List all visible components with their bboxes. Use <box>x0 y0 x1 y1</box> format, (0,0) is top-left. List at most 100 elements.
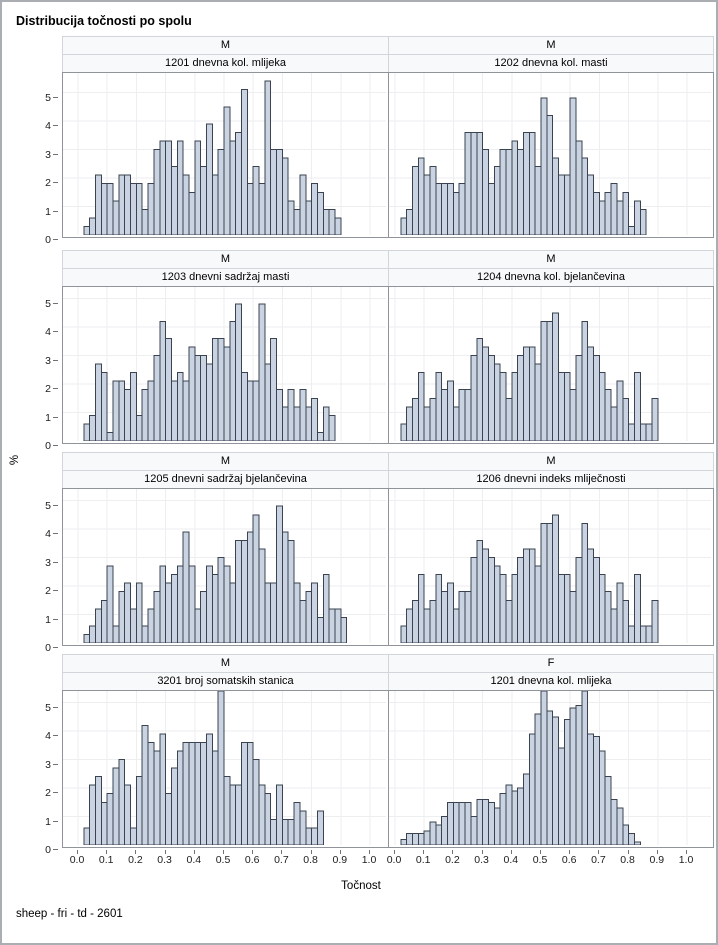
y-axis-ticks: 0 1 2 3 4 5 <box>32 490 58 654</box>
y-tick-mark <box>53 153 58 155</box>
y-tick-label: 5 <box>45 701 51 714</box>
y-tick-label: 5 <box>45 297 51 310</box>
y-tick-label: 1 <box>45 205 51 218</box>
y-tick-label: 2 <box>45 787 51 799</box>
y-tick-mark <box>53 182 58 183</box>
x-tick-label: 0.3 <box>157 854 172 866</box>
group-strip: M <box>62 250 389 269</box>
y-tick-mark <box>53 302 58 304</box>
x-tick-label: 0.8 <box>620 854 635 866</box>
y-tick-label: 2 <box>45 383 51 395</box>
y-tick-label: 1 <box>45 815 51 828</box>
x-tick-mark <box>598 850 600 854</box>
histogram-plot <box>388 286 714 444</box>
x-tick-mark <box>135 850 137 854</box>
group-strip: M <box>62 654 389 673</box>
y-tick-label: 4 <box>45 528 51 540</box>
y-tick-mark <box>53 763 58 765</box>
y-tick-mark <box>53 445 58 446</box>
variable-strip: 1205 dnevni sadržaj bjelančevina <box>62 470 389 489</box>
panel-row-1: M 1201 dnevna kol. mlijeka M 1202 dnevna… <box>2 36 716 238</box>
y-tick-label: 0 <box>45 440 51 452</box>
y-tick-mark <box>53 239 58 240</box>
figure-footnote: sheep - fri - td - 2601 <box>16 908 123 920</box>
y-tick-mark <box>53 561 58 563</box>
y-tick-mark <box>53 590 58 591</box>
y-tick-mark <box>53 849 58 850</box>
y-axis-ticks: 0 1 2 3 4 5 <box>32 288 58 452</box>
group-strip: M <box>62 452 389 471</box>
x-tick-mark <box>223 850 224 854</box>
x-tick-mark <box>106 850 108 854</box>
y-tick-label: 3 <box>45 148 51 161</box>
x-tick-mark <box>193 850 195 854</box>
y-tick-label: 4 <box>45 730 51 742</box>
y-tick-mark <box>53 533 58 534</box>
x-tick-mark <box>339 850 341 854</box>
histogram-plot <box>388 488 714 646</box>
y-tick-label: 4 <box>45 326 51 338</box>
y-tick-mark <box>53 792 58 793</box>
x-tick-mark <box>164 850 166 854</box>
group-strip: M <box>388 250 714 269</box>
x-tick-mark <box>369 850 370 854</box>
group-strip: F <box>388 654 714 673</box>
y-tick-label: 0 <box>45 642 51 654</box>
y-tick-label: 3 <box>45 758 51 771</box>
x-tick-label: 0.3 <box>474 854 489 866</box>
y-tick-mark <box>53 820 58 822</box>
y-tick-label: 3 <box>45 354 51 367</box>
histogram-plot <box>62 72 389 238</box>
variable-strip: 1203 dnevni sadržaj masti <box>62 268 389 287</box>
x-tick-mark <box>627 850 629 854</box>
x-tick-label: 0.2 <box>445 854 460 866</box>
histogram-plot <box>62 286 389 444</box>
x-tick-label: 0.4 <box>186 854 202 866</box>
x-tick-label: 1.0 <box>678 854 694 866</box>
x-tick-mark <box>310 850 312 854</box>
group-strip: M <box>388 452 714 471</box>
y-tick-mark <box>53 388 58 389</box>
y-axis-ticks: 0 1 2 3 4 5 <box>32 692 58 856</box>
y-tick-label: 3 <box>45 556 51 569</box>
y-tick-label: 5 <box>45 499 51 512</box>
y-tick-mark <box>53 735 58 736</box>
x-tick-label: 0.2 <box>128 854 143 866</box>
y-tick-label: 1 <box>45 613 51 626</box>
x-tick-mark <box>394 850 395 854</box>
variable-strip: 3201 broj somatskih stanica <box>62 672 389 691</box>
x-tick-mark <box>510 850 512 854</box>
histogram-plot <box>62 488 389 646</box>
group-strip: M <box>62 36 389 55</box>
variable-strip: 1206 dnevni indeks mliječnosti <box>388 470 714 489</box>
y-tick-mark <box>53 331 58 332</box>
x-tick-label: 0.7 <box>274 854 289 866</box>
x-tick-mark <box>423 850 425 854</box>
variable-strip: 1204 dnevna kol. bjelančevina <box>388 268 714 287</box>
y-axis-ticks: 0 1 2 3 4 5 <box>32 74 58 246</box>
y-tick-mark <box>53 416 58 418</box>
x-tick-mark <box>452 850 454 854</box>
y-tick-mark <box>53 210 58 212</box>
y-tick-mark <box>53 96 58 98</box>
x-tick-label: 0.9 <box>332 854 348 866</box>
y-tick-mark <box>53 504 58 506</box>
x-tick-mark <box>540 850 541 854</box>
x-axis-ticks: 0.0 0.1 0.2 0.3 0.4 0.5 0.6 0.7 0.8 0.9 1.0 <box>387 850 714 868</box>
x-tick-label: 0.8 <box>303 854 318 866</box>
y-tick-label: 1 <box>45 411 51 424</box>
variable-strip: 1201 dnevna kol. mlijeka <box>62 54 389 73</box>
x-tick-label: 0.6 <box>561 854 577 866</box>
y-tick-mark <box>53 706 58 708</box>
x-tick-label: 0.1 <box>415 854 431 866</box>
x-tick-mark <box>281 850 283 854</box>
x-axis-ticks: 0.0 0.1 0.2 0.3 0.4 0.5 0.6 0.7 0.8 0.9 1.0 <box>62 850 389 868</box>
x-axis-label: Točnost <box>341 880 381 892</box>
y-tick-label: 0 <box>45 844 51 856</box>
x-tick-label: 0.9 <box>649 854 665 866</box>
y-tick-label: 4 <box>45 120 51 132</box>
x-tick-label: 0.5 <box>532 854 548 866</box>
variable-strip: 1202 dnevna kol. masti <box>388 54 714 73</box>
group-strip: M <box>388 36 714 55</box>
panel-row-4: M 3201 broj somatskih stanica F 1201 dne… <box>2 654 716 848</box>
